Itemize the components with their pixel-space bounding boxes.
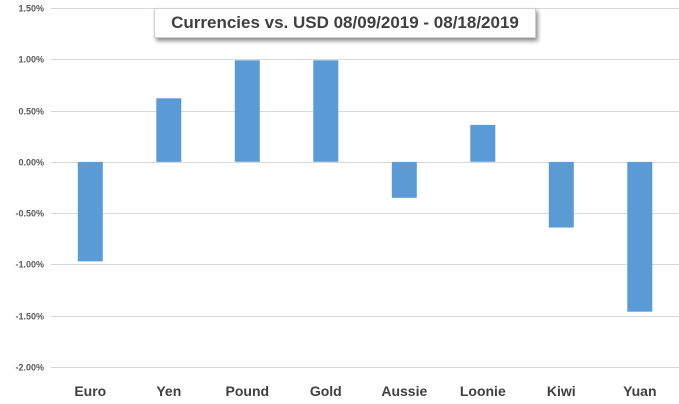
- x-tick-label: Kiwi: [547, 383, 576, 399]
- bar-euro: [77, 161, 103, 262]
- x-tick-label: Pound: [226, 383, 270, 399]
- x-tick-label: Yen: [156, 383, 181, 399]
- x-tick-label: Yuan: [623, 383, 656, 399]
- bar-kiwi: [548, 161, 574, 228]
- bar-aussie: [391, 161, 417, 198]
- chart-title: Currencies vs. USD 08/09/2019 - 08/18/20…: [154, 8, 536, 38]
- x-tick-label: Euro: [74, 383, 106, 399]
- y-tick-label: 1.50%: [18, 4, 44, 14]
- x-tick-label: Loonie: [460, 383, 506, 399]
- y-tick-label: -1.00%: [15, 260, 44, 270]
- bar-pound: [234, 60, 260, 162]
- bar-yuan: [627, 161, 653, 312]
- y-tick-label: 0.00%: [18, 158, 44, 168]
- bar-yen: [156, 98, 182, 162]
- y-tick-label: 0.50%: [18, 107, 44, 117]
- y-axis-tick-labels: 1.50% 1.00% 0.50% 0.00% -0.50% -1.00% -1.50% -2…: [15, 4, 44, 373]
- x-tick-label: Gold: [310, 383, 342, 399]
- y-tick-label: -1.50%: [15, 312, 44, 322]
- x-axis-tick-labels: Euro Yen Pound Gold Aussie Loonie Kiwi Yuan: [74, 383, 656, 399]
- bar-loonie: [470, 124, 496, 162]
- bar-gold: [313, 60, 339, 162]
- y-tick-label: -2.00%: [15, 363, 44, 373]
- y-tick-label: 1.00%: [18, 55, 44, 65]
- x-tick-label: Aussie: [381, 383, 427, 399]
- bars: [77, 60, 653, 312]
- gridlines: [51, 8, 679, 368]
- y-tick-label: -0.50%: [15, 209, 44, 219]
